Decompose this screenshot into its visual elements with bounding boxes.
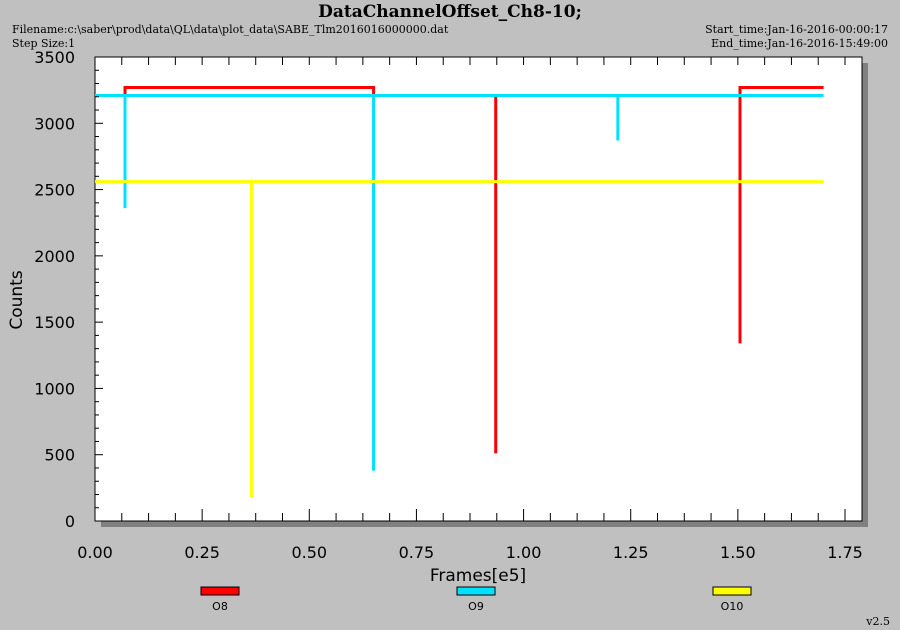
x-tick-label: 0.75 — [399, 543, 435, 562]
legend-swatch-o8 — [200, 586, 240, 596]
chart-title: DataChannelOffset_Ch8-10; — [318, 2, 582, 22]
y-axis-label: Counts — [7, 270, 27, 329]
legend-swatch-o9 — [456, 586, 496, 596]
series-line-o8 — [123, 85, 824, 454]
step-size-label: Step Size:1 — [12, 37, 76, 50]
filename-label: Filename:c:\saber\prod\data\QL\data\plot… — [12, 23, 449, 36]
plot-area — [94, 56, 863, 522]
legend-label-o10: O10 — [721, 600, 744, 613]
x-tick-label: 1.75 — [827, 543, 863, 562]
x-tick-label: 0.50 — [291, 543, 327, 562]
x-tick-label: 0.25 — [184, 543, 220, 562]
y-tick-label: 0 — [65, 512, 75, 531]
x-tick-label: 0.00 — [77, 543, 113, 562]
legend-label-o8: O8 — [212, 600, 228, 613]
y-tick-label: 1000 — [34, 379, 75, 398]
legend-label-o9: O9 — [468, 600, 484, 613]
version-label: v2.5 — [866, 615, 890, 628]
x-tick-label: 1.25 — [613, 543, 649, 562]
x-tick-label: 1.00 — [506, 543, 542, 562]
legend-swatch-o10 — [712, 586, 752, 596]
x-tick-label: 1.50 — [720, 543, 756, 562]
x-axis-label: Frames[e5] — [430, 566, 526, 586]
y-tick-label: 3000 — [34, 114, 75, 133]
y-tick-label: 3500 — [34, 48, 75, 67]
y-tick-label: 2500 — [34, 181, 75, 200]
series-line-o10 — [95, 180, 824, 498]
y-tick-label: 1500 — [34, 313, 75, 332]
start-time-label: Start_time:Jan-16-2016-00:00:17 — [705, 23, 888, 36]
series-line-o9 — [95, 93, 824, 471]
end-time-label: End_time:Jan-16-2016-15:49:00 — [711, 37, 888, 50]
y-tick-label: 2000 — [34, 247, 75, 266]
y-tick-label: 500 — [44, 446, 75, 465]
